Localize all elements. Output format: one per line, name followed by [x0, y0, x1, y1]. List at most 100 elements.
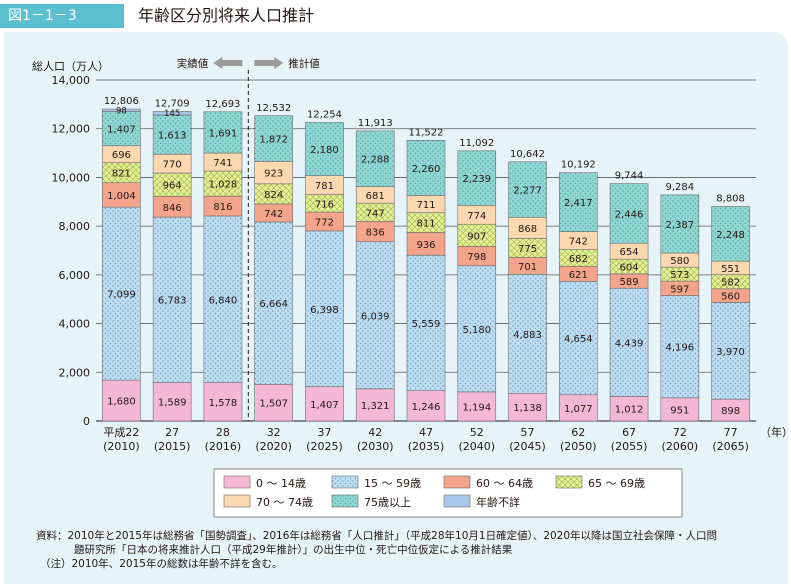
data-label: 772 [315, 217, 334, 228]
data-label: 1,077 [564, 404, 593, 415]
data-label: 145 [164, 109, 180, 119]
data-label: 716 [315, 199, 334, 210]
data-label: 1,246 [412, 402, 441, 413]
legend-label: 70 ～ 74歳 [256, 496, 313, 509]
data-label: 1,194 [462, 402, 491, 413]
bar-segment [406, 254, 446, 391]
bar-segment [609, 183, 649, 244]
total-label: 12,709 [155, 98, 190, 109]
total-label: 11,913 [358, 118, 393, 129]
y-tick-label: 10,000 [52, 171, 91, 184]
bar-segment [457, 150, 497, 206]
data-label: 868 [518, 224, 537, 235]
bar-segment [609, 287, 649, 397]
data-label: 560 [721, 292, 740, 303]
data-label: 1,004 [107, 191, 136, 202]
legend-swatch [223, 475, 251, 489]
bar-segment [711, 206, 750, 262]
data-label: 621 [569, 270, 588, 281]
bar-segment [305, 122, 344, 176]
data-label: 4,196 [666, 343, 695, 354]
x-tick-label: 27 [165, 426, 179, 439]
x-tick-label: 47 [419, 426, 433, 439]
data-label: 775 [518, 244, 537, 255]
data-label: 4,883 [513, 330, 542, 341]
data-label: 582 [721, 278, 740, 289]
data-label: 1,578 [209, 398, 238, 409]
data-label: 2,277 [513, 186, 542, 197]
total-label: 12,532 [256, 103, 291, 114]
bar-segment [508, 392, 547, 422]
data-label: 573 [670, 270, 689, 281]
data-label: 824 [264, 190, 283, 201]
x-tick-sublabel: (2040) [458, 440, 495, 453]
data-label: 816 [213, 202, 232, 213]
data-label: 701 [518, 262, 537, 273]
x-tick-sublabel: (2055) [611, 440, 648, 453]
legend-swatch [555, 475, 583, 489]
data-label: 811 [416, 219, 435, 230]
data-label: 2,260 [412, 164, 441, 175]
data-label: 681 [366, 191, 385, 202]
data-label: 742 [264, 209, 283, 220]
bar-segment [660, 295, 700, 399]
bar-segment [152, 111, 192, 116]
bar-segment [355, 388, 395, 422]
data-label: 1,680 [107, 397, 136, 408]
total-label: 11,092 [459, 138, 494, 149]
data-label: 7,099 [107, 290, 136, 301]
data-label: 2,446 [615, 209, 644, 220]
x-tick-sublabel: (2045) [509, 440, 546, 453]
bar-segment [457, 391, 497, 422]
data-label: 907 [467, 231, 486, 242]
data-label: 1,321 [361, 401, 390, 412]
x-tick-label: 77 [724, 426, 738, 439]
total-label: 9,284 [666, 182, 695, 193]
data-label: 1,507 [259, 399, 288, 410]
data-label: 551 [721, 264, 740, 275]
source-note-line-1: 資料：2010年と2015年は総務省「国勢調査」、2016年は総務省「人口推計」… [36, 530, 718, 542]
figure-header: 図1－1－3 年齢区分別将来人口推計 [0, 0, 791, 32]
data-label: 770 [163, 160, 182, 171]
bar-segment [305, 386, 344, 422]
bar-segment [660, 194, 700, 254]
x-tick-sublabel: (2010) [103, 440, 140, 453]
total-label: 11,522 [409, 127, 444, 138]
data-label: 741 [213, 158, 232, 169]
data-label: 1,589 [158, 398, 187, 409]
total-label: 12,693 [205, 99, 240, 110]
bar-segment [355, 130, 395, 187]
x-tick-sublabel: (2030) [357, 440, 394, 453]
x-tick-sublabel: (2016) [205, 440, 242, 453]
data-label: 3,970 [716, 347, 745, 358]
legend-swatch [223, 494, 251, 508]
x-tick-label: 32 [267, 426, 281, 439]
legend-swatch [331, 494, 359, 508]
x-tick-label: 52 [470, 426, 484, 439]
x-tick-sublabel: (2060) [662, 440, 699, 453]
data-label: 898 [721, 406, 740, 417]
total-label: 10,642 [510, 149, 545, 160]
data-label: 846 [163, 203, 182, 214]
bar-segment [305, 230, 344, 388]
data-label: 6,039 [361, 311, 390, 322]
figure-title: 年齢区分別将来人口推計 [138, 6, 315, 25]
data-label: 6,840 [209, 295, 238, 306]
total-label: 8,808 [716, 193, 745, 204]
x-tick-sublabel: (2050) [560, 440, 597, 453]
data-label: 747 [366, 208, 385, 219]
data-label: 964 [163, 181, 182, 192]
legend-swatch [331, 475, 359, 489]
figure-number-badge: 図1－1－3 [0, 4, 124, 28]
data-label: 2,248 [716, 230, 745, 241]
data-label: 2,239 [462, 174, 491, 185]
legend-label: 60 ～ 64歳 [476, 477, 533, 490]
data-label: 589 [620, 277, 639, 288]
bar-segment [355, 241, 395, 390]
data-label: 742 [569, 237, 588, 248]
data-label: 1,138 [513, 403, 542, 414]
data-label: 936 [416, 240, 435, 251]
actual-values-label: 実績値 [177, 57, 209, 70]
y-axis-title: 総人口（万人） [32, 59, 109, 73]
legend-label: 0 ～ 14歳 [256, 477, 306, 490]
